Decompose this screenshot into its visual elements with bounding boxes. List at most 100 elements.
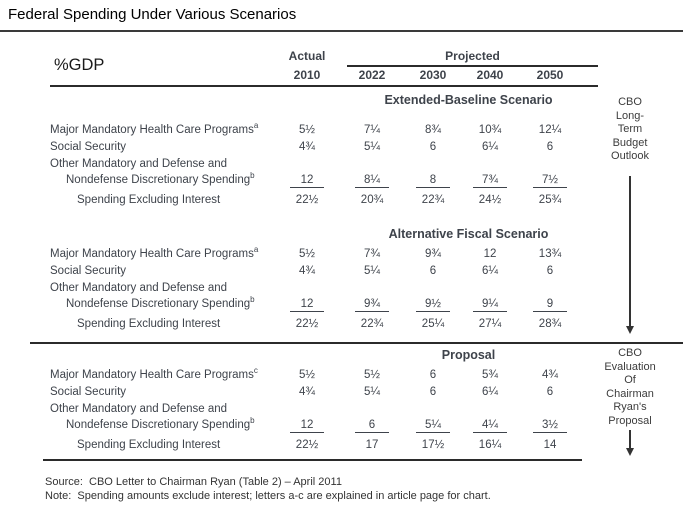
value-cell: 5¼ xyxy=(364,265,380,277)
table-row-label-line: Other Mandatory and Defense and xyxy=(50,158,598,174)
row-label-text: Social Security xyxy=(50,265,127,277)
value-cell: 5½ xyxy=(364,369,380,381)
value-cell: 9¾ xyxy=(425,248,441,260)
underlined-value: 4¼ xyxy=(473,419,507,433)
value-cell: 4¾ xyxy=(299,265,315,277)
column-header-2010: 2010 xyxy=(293,68,321,82)
underlined-value: 9½ xyxy=(416,298,450,312)
value-cell: 25¼ xyxy=(421,318,445,330)
column-header-2040: 2040 xyxy=(476,68,504,82)
arrow-head xyxy=(626,326,634,334)
table-row: Nondefense Discretionary Spendingb 12 9¾… xyxy=(50,295,598,315)
row-label: Other Mandatory and Defense and xyxy=(50,282,228,294)
section-divider xyxy=(30,342,683,344)
table-row: Social Security 4¾ 5¼ 6 6¼ 6 xyxy=(50,265,598,282)
value-cell: 16¼ xyxy=(478,439,502,451)
value-cell: 5¼ xyxy=(364,141,380,153)
value-cell: 6 xyxy=(546,141,554,153)
table-row: Major Mandatory Health Care Programsc 5½… xyxy=(50,367,598,386)
row-label-text: Social Security xyxy=(50,141,127,153)
column-header-projected: Projected xyxy=(347,49,598,67)
table-bottom-divider xyxy=(43,459,582,461)
value-cell: 8¾ xyxy=(425,124,441,136)
value-cell: 5¼ xyxy=(364,386,380,398)
value-cell: 9¾ xyxy=(339,298,405,315)
footnote-marker: a xyxy=(253,245,259,255)
footnote-marker: b xyxy=(250,171,255,181)
row-label: Major Mandatory Health Care Programsc xyxy=(50,367,275,386)
underlined-value: 9 xyxy=(533,298,567,312)
value-cell: 14 xyxy=(543,439,557,451)
table-row: Social Security 4¾ 5¼ 6 6¼ 6 xyxy=(50,386,598,403)
value-cell: 13¾ xyxy=(538,248,562,260)
value-cell: 4¾ xyxy=(542,369,558,381)
value-cell: 9½ xyxy=(405,298,461,315)
value-cell: 12¼ xyxy=(538,124,562,136)
row-label: Social Security xyxy=(50,265,275,282)
row-label: Social Security xyxy=(50,386,275,403)
row-label: Spending Excluding Interest xyxy=(77,194,221,206)
underlined-value: 8 xyxy=(416,174,450,188)
down-arrow-icon xyxy=(625,430,635,456)
down-arrow-icon xyxy=(625,176,635,334)
footnote-marker: b xyxy=(250,416,255,426)
underlined-value: 6 xyxy=(355,419,389,433)
value-cell: 6¼ xyxy=(482,386,498,398)
value-cell: 6 xyxy=(339,419,405,436)
row-label-text: Major Mandatory Health Care Programs xyxy=(50,369,254,381)
table-row: Major Mandatory Health Care Programsa 5½… xyxy=(50,245,598,265)
table-row: Social Security 4¾ 5¼ 6 6¼ 6 xyxy=(50,141,598,158)
value-cell: 7¾ xyxy=(364,248,380,260)
value-cell: 6 xyxy=(429,265,437,277)
underlined-value: 9¼ xyxy=(473,298,507,312)
table-row-label-line: Other Mandatory and Defense and xyxy=(50,282,598,298)
value-cell: 22¾ xyxy=(421,194,445,206)
table-row-total: Spending Excluding Interest 22½ 17 17½ 1… xyxy=(50,439,598,456)
value-cell: 7¾ xyxy=(461,174,519,191)
source-note: Source: CBO Letter to Chairman Ryan (Tab… xyxy=(45,476,342,488)
underlined-value: 12 xyxy=(290,298,324,312)
row-label: Other Mandatory and Defense and xyxy=(50,158,228,170)
value-cell: 5¼ xyxy=(405,419,461,436)
value-cell: 9¼ xyxy=(461,298,519,315)
column-header-2022: 2022 xyxy=(358,68,386,82)
value-cell: 7¼ xyxy=(364,124,380,136)
row-label: Social Security xyxy=(50,141,275,158)
underlined-value: 12 xyxy=(290,419,324,433)
value-cell: 12 xyxy=(275,174,339,191)
value-cell: 5½ xyxy=(299,248,315,260)
header-divider xyxy=(50,85,598,87)
value-cell: 5¾ xyxy=(482,369,498,381)
value-cell: 4¾ xyxy=(299,141,315,153)
row-label: Major Mandatory Health Care Programsa xyxy=(50,245,275,265)
table-row: Nondefense Discretionary Spendingb 12 8¼… xyxy=(50,171,598,191)
value-cell: 22¾ xyxy=(360,318,384,330)
annotation-cbo-evaluation: CBO Evaluation Of Chairman Ryan's Propos… xyxy=(604,347,656,427)
row-label: Spending Excluding Interest xyxy=(77,439,221,451)
value-cell: 17 xyxy=(365,439,379,451)
table-row: Major Mandatory Health Care Programsa 5½… xyxy=(50,122,598,141)
section-title: Alternative Fiscal Scenario xyxy=(388,227,549,241)
footnote-marker: b xyxy=(250,295,255,305)
value-cell: 20¾ xyxy=(360,194,384,206)
value-cell: 6 xyxy=(429,369,437,381)
value-cell: 22½ xyxy=(295,194,319,206)
underlined-value: 5¼ xyxy=(416,419,450,433)
value-cell: 22½ xyxy=(295,439,319,451)
section-extended-baseline: Extended-Baseline Scenario Major Mandato… xyxy=(50,93,598,211)
value-cell: 6 xyxy=(429,141,437,153)
row-label-text: Major Mandatory Health Care Programs xyxy=(50,124,254,136)
value-cell: 17½ xyxy=(421,439,445,451)
value-cell: 5½ xyxy=(299,369,315,381)
row-label-text: Nondefense Discretionary Spending xyxy=(66,298,251,310)
annotation-cbo-outlook: CBO Long- Term Budget Outlook xyxy=(611,96,649,162)
table-row: Nondefense Discretionary Spendingb 12 6 … xyxy=(50,416,598,436)
spacer xyxy=(50,68,275,82)
section-title: Proposal xyxy=(441,348,496,362)
value-cell: 4¾ xyxy=(299,386,315,398)
table-row-total: Spending Excluding Interest 22½ 22¾ 25¼ … xyxy=(50,318,598,335)
table-row-label-line: Other Mandatory and Defense and xyxy=(50,403,598,419)
row-label: Nondefense Discretionary Spendingb xyxy=(50,171,275,191)
value-cell: 9 xyxy=(519,298,581,315)
